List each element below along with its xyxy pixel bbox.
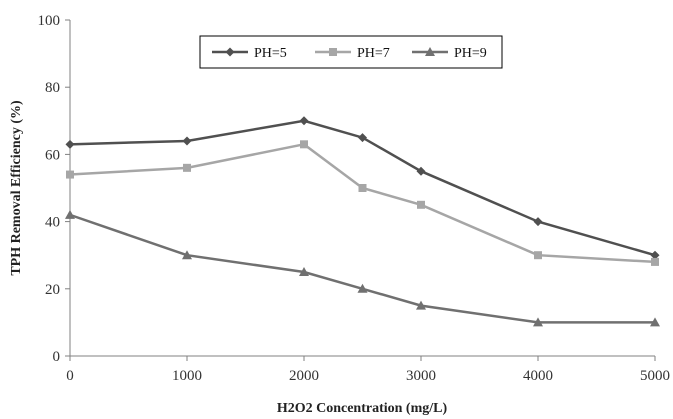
legend-marker: [225, 47, 235, 57]
chart-axes: [69, 20, 655, 357]
x-tick-label: 3000: [406, 368, 436, 384]
series-group: [65, 116, 660, 327]
y-tick-label: 80: [45, 80, 60, 96]
y-tick-label: 60: [45, 147, 60, 163]
data-point: [299, 267, 309, 276]
data-point: [651, 257, 659, 266]
data-point: [182, 250, 192, 260]
legend-marker: [329, 48, 337, 56]
series-ph-9: [65, 209, 660, 327]
legend-entry: PH=5: [212, 46, 287, 61]
data-point: [533, 217, 543, 227]
data-point: [416, 166, 426, 176]
legend-marker: [425, 47, 435, 56]
data-point: [534, 251, 542, 260]
legend-entry: PH=7: [315, 46, 390, 61]
data-point: [183, 163, 191, 172]
legend: PH=5 PH=7 PH=9: [199, 35, 503, 69]
x-axis-title: H2O2 Concentration (mg/L): [277, 401, 448, 416]
data-point: [299, 116, 309, 126]
data-point: [416, 300, 426, 310]
data-point: [650, 250, 660, 260]
y-tick-label: 20: [45, 282, 60, 298]
x-tick-label: 2000: [289, 368, 319, 384]
data-point: [650, 317, 660, 327]
x-tick-label: 4000: [523, 368, 553, 384]
data-point: [66, 170, 74, 179]
y-axis-title: TPH Removal Efficiency (%): [9, 100, 24, 276]
legend-label: PH=9: [454, 46, 487, 61]
data-point: [182, 136, 192, 146]
data-point: [533, 317, 543, 327]
legend-label: PH=5: [254, 46, 287, 61]
legend-entry: PH=9: [412, 46, 487, 61]
y-tick-label: 100: [38, 13, 61, 29]
legend-label: PH=7: [357, 46, 390, 61]
series-ph-7: [66, 140, 659, 266]
x-tick-label: 0: [66, 368, 74, 384]
data-point: [357, 283, 368, 293]
x-tick-label: 5000: [640, 368, 670, 384]
data-point: [65, 209, 75, 219]
data-point: [358, 184, 367, 192]
y-tick-label: 0: [53, 349, 61, 365]
data-point: [358, 133, 367, 143]
data-point: [65, 139, 75, 149]
x-tick-label: 1000: [172, 368, 202, 384]
y-tick-label: 40: [45, 215, 60, 231]
series-ph-5: [65, 116, 660, 260]
data-point: [300, 140, 308, 149]
data-point: [417, 200, 425, 209]
